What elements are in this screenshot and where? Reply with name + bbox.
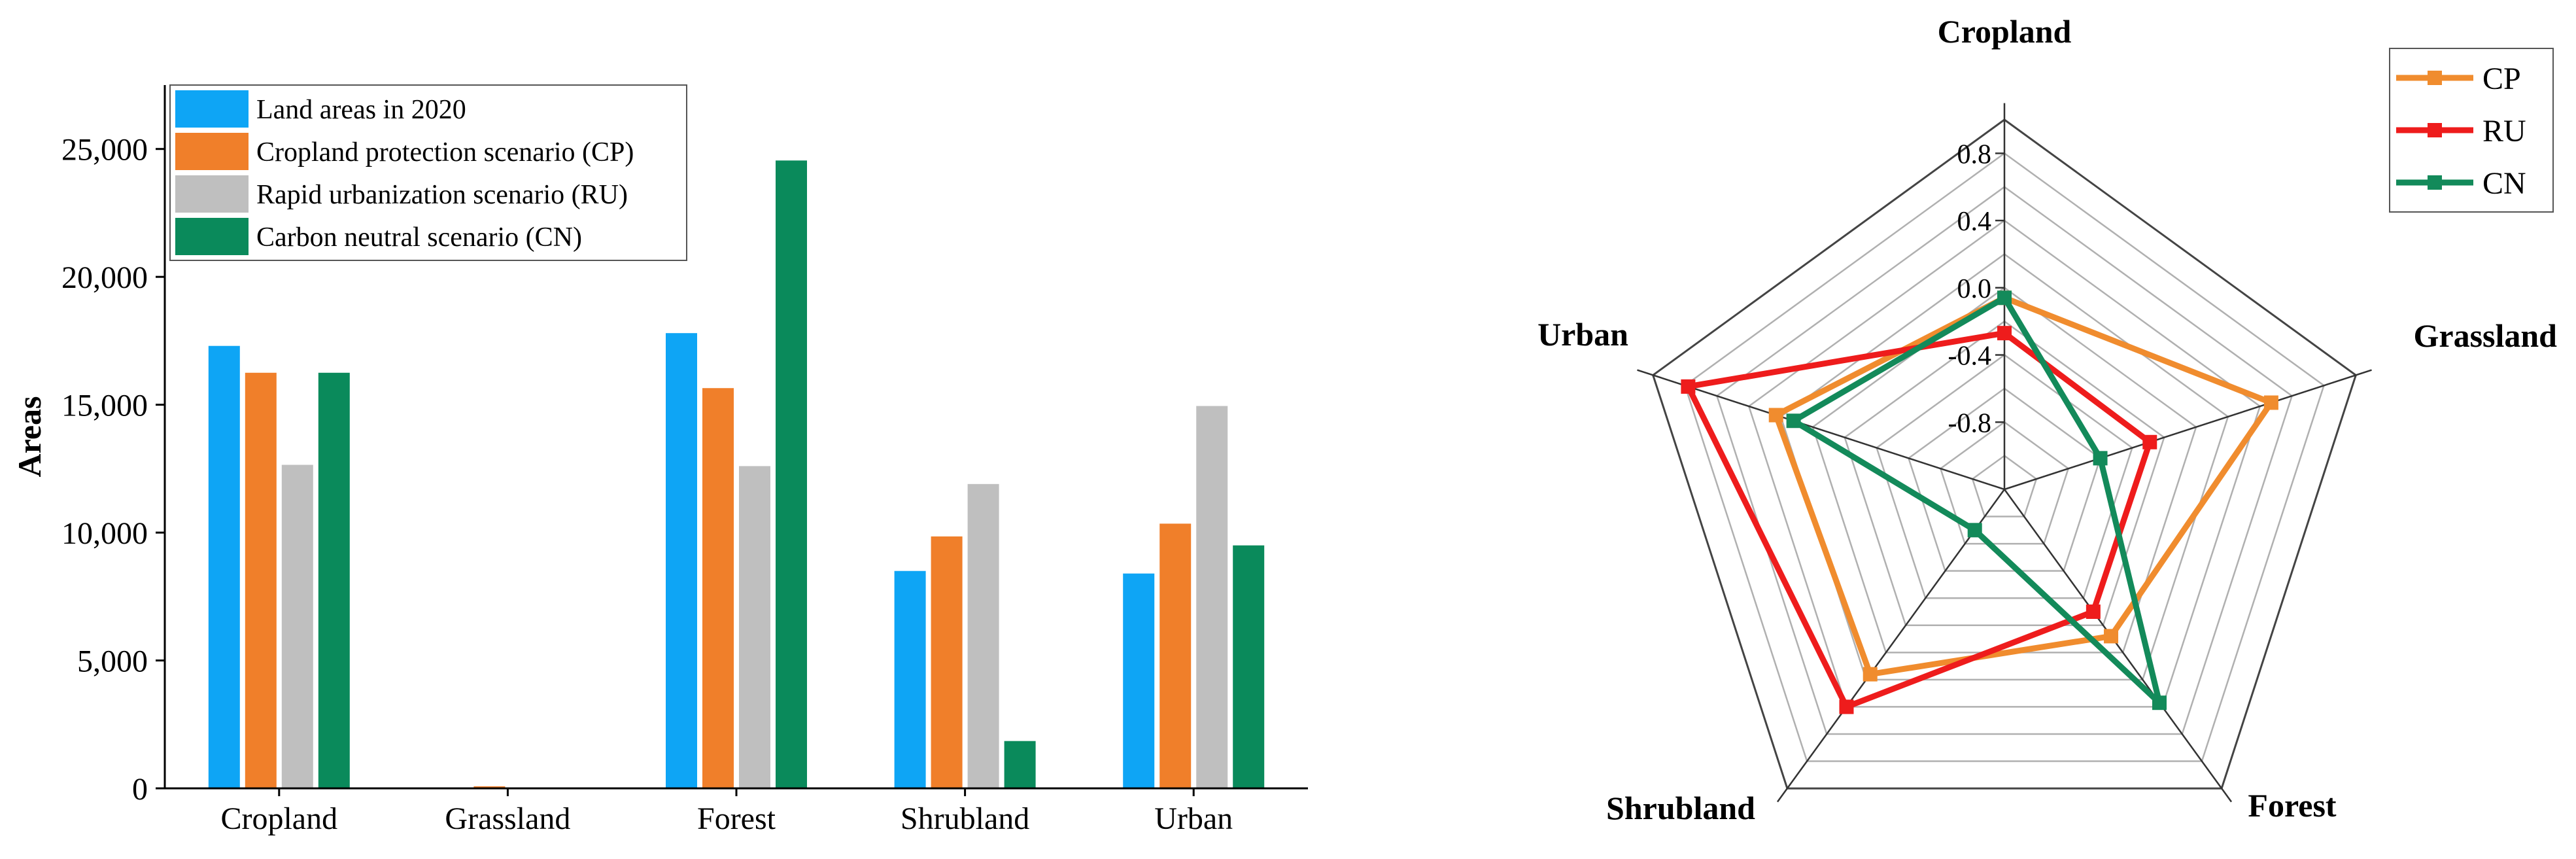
radar-chart: -0.8 -0.4 0.0 0.4 0.8 Cropland Grassland Fores… [1537,13,2557,826]
bar-shrubland-ru [967,483,999,788]
radar-spoke-urban [1637,369,2005,491]
bar-y-tick-label: 5,000 [77,644,148,679]
bar-chart: 0 5,000 10,000 15,000 20,000 25,000 Cropland G… [11,84,1308,836]
radar-legend-marker-cn [2428,175,2442,190]
radar-legend-label-ru: RU [2482,114,2526,149]
radar-tick-label: 0.0 [1957,274,1992,304]
bar-legend-frame [169,84,687,261]
radar-spokes [1637,103,2372,803]
radar-ring [1684,152,2325,762]
radar-series [1681,290,2278,714]
bar-y-tick-label: 20,000 [61,260,148,295]
radar-ring [1971,455,2038,517]
radar-spoke-grassland [2004,369,2372,491]
radar-ring [1715,186,2293,735]
radar-point-ru-forest [2086,604,2101,619]
radar-tick-label: -0.8 [1948,408,1992,438]
radar-point-ru-shrubland [1839,699,1854,714]
bar-x-axis: Cropland Grassland Forest Shrubland Urban [220,788,1233,836]
radar-ring [1747,219,2261,708]
bar-cropland-ru [281,465,313,788]
bar-urban-cp [1159,523,1192,788]
radar-axis-label-shrubland: Shrubland [1606,790,1755,826]
radar-point-ru-grassland [2142,434,2157,449]
bar-y-axis: 0 5,000 10,000 15,000 20,000 25,000 [61,133,165,807]
bar-cropland-land2020 [208,345,240,788]
radar-legend-marker-cp [2428,71,2442,85]
bar-x-tick-label: Grassland [445,801,570,836]
radar-axis-label-grassland: Grassland [2413,317,2557,354]
radar-line-cn [1791,294,2163,706]
radar-point-cp-forest [2104,629,2119,644]
radar-point-cn-cropland [1997,290,2012,306]
bar-urban-cn [1233,545,1265,788]
radar-point-ru-cropland [1997,326,2012,341]
radar-tick-label: -0.4 [1948,342,1992,372]
bar-legend-swatch-land2020 [175,90,249,128]
radar-ring [1907,387,2102,572]
radar-tick-label: 0.8 [1957,139,1992,169]
bar-x-tick-label: Shrubland [901,801,1029,836]
radar-legend-marker-ru [2428,123,2442,137]
bar-legend-label-land2020: Land areas in 2020 [256,95,466,125]
bar-cropland-cp [245,372,277,788]
radar-axis-labels: Cropland Grassland Forest Shrubland Urban [1537,13,2557,826]
radar-ring [1779,253,2229,681]
bar-y-tick-label: 0 [132,772,148,807]
bar-legend: Land areas in 2020 Cropland protection sc… [169,84,687,261]
bar-x-tick-label: Forest [697,801,776,836]
bar-forest-land2020 [666,333,697,788]
radar-line-ru [1685,330,2153,710]
radar-spoke-forest [2003,489,2233,803]
bar-legend-label-cp: Cropland protection scenario (CP) [256,137,634,167]
bar-y-tick-label: 25,000 [61,133,148,167]
radar-point-cn-grassland [2093,451,2108,466]
radar-ring [1844,320,2165,627]
radar-point-cn-shrubland [1967,523,1982,538]
bar-forest-cp [702,388,734,788]
radar-ring [1651,118,2358,790]
radar-ring [1939,421,2070,545]
bar-y-axis-title: Areas [11,396,48,477]
bar-legend-swatch-cp [175,133,249,170]
radar-tick-labels: -0.8 -0.4 0.0 0.4 0.8 [1948,139,2004,438]
radar-legend-label-cp: CP [2482,61,2521,96]
bar-legend-label-cn: Carbon neutral scenario (CN) [256,222,582,253]
bar-legend-swatch-ru [175,175,249,213]
bar-legend-swatch-cn [175,218,249,255]
bar-urban-ru [1196,406,1228,788]
radar-point-cp-shrubland [1863,667,1878,682]
radar-point-cp-grassland [2263,395,2278,410]
radar-axis-label-cropland: Cropland [1938,13,2072,50]
radar-ring [1876,354,2133,599]
bar-cropland-cn [318,372,350,788]
bar-shrubland-cp [931,536,963,788]
bar-forest-ru [739,466,770,788]
bar-shrubland-land2020 [894,570,926,788]
radar-line-cp [1773,294,2275,678]
radar-spoke-shrubland [1776,489,2006,803]
bar-y-tick-label: 10,000 [61,516,148,551]
radar-legend: CP RU CN [2389,48,2554,213]
radar-point-cn-forest [2152,695,2167,710]
bar-grassland-cp [473,786,506,788]
radar-point-cp-urban [1768,408,1783,423]
radar-legend-label-cn: CN [2482,166,2526,201]
bar-legend-label-ru: Rapid urbanization scenario (RU) [256,180,628,210]
bar-x-tick-label: Urban [1154,801,1233,836]
bar-urban-land2020 [1123,573,1155,788]
bar-x-tick-label: Cropland [220,801,337,836]
bar-marks [208,160,1265,788]
radar-point-cn-urban [1786,413,1801,429]
bar-shrubland-cn [1004,741,1036,788]
bar-forest-cn [776,160,807,788]
radar-axis-label-forest: Forest [2248,787,2336,824]
radar-point-ru-urban [1681,379,1696,394]
radar-tick-label: 0.4 [1957,207,1992,237]
bar-y-tick-label: 15,000 [61,389,148,423]
radar-axis-label-urban: Urban [1537,316,1628,353]
